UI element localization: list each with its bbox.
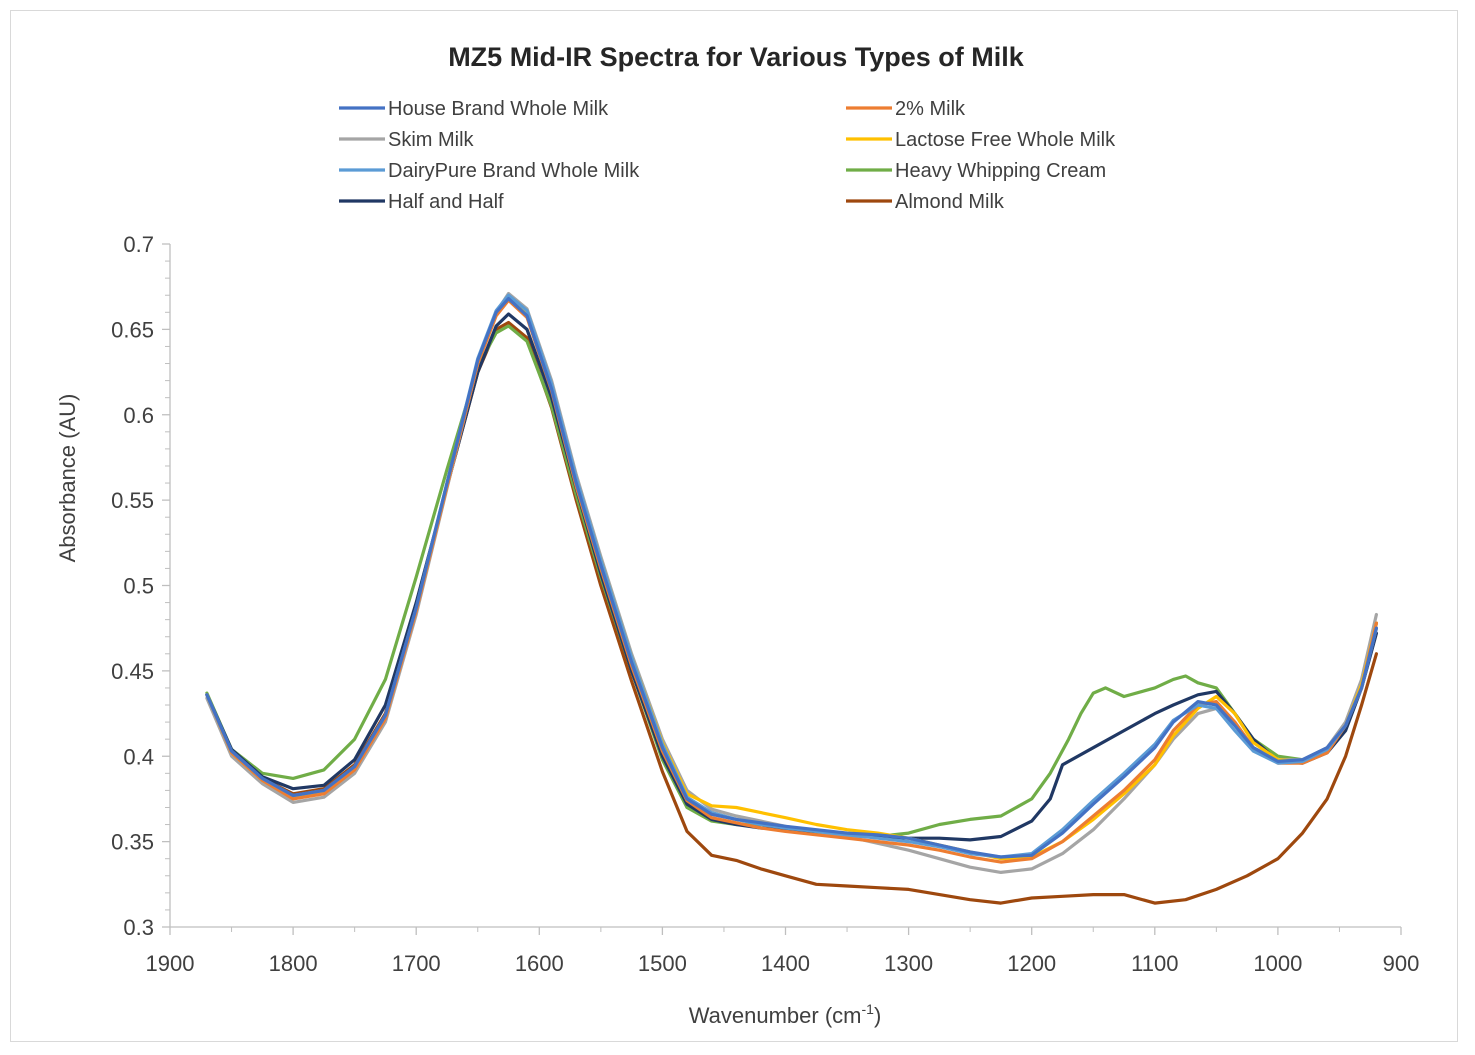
legend-label-heavy-whipping-cream: Heavy Whipping Cream xyxy=(895,160,1106,182)
x-axis-label-suffix: ) xyxy=(874,1003,881,1028)
legend-label-dairypure-brand-whole-milk: DairyPure Brand Whole Milk xyxy=(388,160,640,182)
y-tick-label: 0.5 xyxy=(123,574,154,599)
chart-frame: MZ5 Mid-IR Spectra for Various Types of … xyxy=(10,10,1458,1042)
legend-label-almond-milk: Almond Milk xyxy=(895,191,1005,213)
y-tick-label: 0.45 xyxy=(111,659,154,684)
chart-title: MZ5 Mid-IR Spectra for Various Types of … xyxy=(448,42,1025,72)
x-tick-label: 1100 xyxy=(1131,951,1178,976)
x-tick-label: 900 xyxy=(1383,951,1420,976)
series-line-skim-milk xyxy=(205,291,1379,875)
legend-label-lactose-free-whole-milk: Lactose Free Whole Milk xyxy=(895,129,1116,151)
legend-label-house-brand-whole-milk: House Brand Whole Milk xyxy=(388,98,609,120)
x-axis-label-superscript: -1 xyxy=(862,1001,875,1017)
legend-label-skim-milk: Skim Milk xyxy=(388,129,475,151)
series-line-2-milk xyxy=(205,298,1379,864)
x-tick-label: 1900 xyxy=(146,951,195,976)
y-tick-label: 0.55 xyxy=(111,488,154,513)
axes: 0.3 0.35 0.4 0.45 0.5 0.55 0.6 0.65 0.7 1900 1800 1… xyxy=(111,232,1419,976)
series-line-dairypure-brand-whole-milk xyxy=(205,293,1379,859)
y-tick-label: 0.7 xyxy=(123,232,154,257)
x-axis-label-main: Wavenumber (cm xyxy=(689,1003,862,1028)
series-line-lactose-free-whole-milk xyxy=(205,297,1379,861)
y-tick-label: 0.35 xyxy=(111,830,154,855)
y-tick-label: 0.4 xyxy=(123,744,154,769)
plot-area xyxy=(205,291,1379,905)
legend-label-half-and-half: Half and Half xyxy=(388,191,504,213)
series-line-almond-milk xyxy=(205,320,1379,905)
y-tick-label: 0.3 xyxy=(123,915,154,940)
x-tick-label: 1600 xyxy=(515,951,564,976)
x-tick-label: 1800 xyxy=(269,951,318,976)
x-tick-label: 1000 xyxy=(1253,951,1302,976)
y-tick-label: 0.6 xyxy=(123,403,154,428)
x-axis-label: Wavenumber (cm-1) xyxy=(689,1001,882,1028)
legend-label-2-milk: 2% Milk xyxy=(895,98,966,120)
legend: House Brand Whole Milk 2% Milk Skim Milk La… xyxy=(339,98,1116,213)
series-line-house-brand-whole-milk xyxy=(205,297,1379,859)
x-tick-label: 1500 xyxy=(638,951,687,976)
x-tick-label: 1200 xyxy=(1007,951,1056,976)
spectra-chart: MZ5 Mid-IR Spectra for Various Types of … xyxy=(55,42,1419,1028)
y-axis-label: Absorbance (AU) xyxy=(55,394,80,563)
x-tick-label: 1300 xyxy=(884,951,933,976)
series-line-heavy-whipping-cream xyxy=(205,324,1379,839)
y-tick-label: 0.65 xyxy=(111,317,154,342)
x-tick-label: 1400 xyxy=(761,951,810,976)
x-tick-label: 1700 xyxy=(392,951,441,976)
series-line-half-and-half xyxy=(205,312,1379,842)
